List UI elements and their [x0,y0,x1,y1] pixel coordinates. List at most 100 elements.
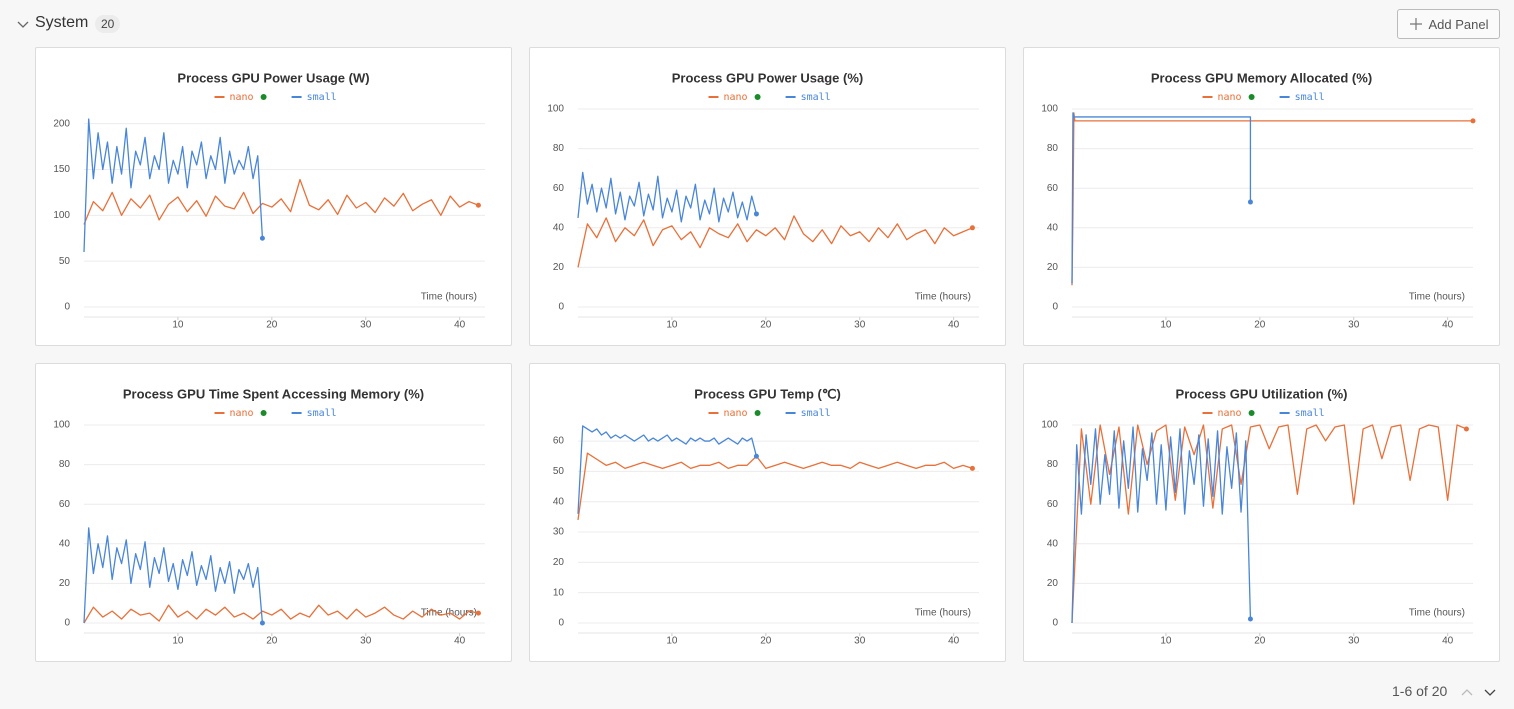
add-panel-button[interactable]: Add Panel [1397,9,1500,39]
y-tick-label: 40 [1047,222,1059,233]
series-end-dot [753,453,759,459]
chart: Process GPU Time Spent Accessing Memory … [53,386,485,647]
x-tick-label: 40 [1442,320,1454,331]
legend: nano small [214,408,337,419]
y-tick-label: 20 [59,578,71,589]
y-tick-label: 10 [553,587,565,598]
y-tick-label: 20 [1047,262,1059,273]
series-line [577,452,973,521]
y-tick-label: 40 [1047,538,1059,549]
section-count: 20 [95,15,121,33]
x-axis-label: Time (hours) [421,292,477,303]
y-tick-label: 20 [553,262,565,273]
x-axis-label: Time (hours) [1409,292,1465,303]
legend: nano small [1202,92,1325,103]
x-tick-label: 30 [1348,636,1360,647]
y-tick-label: 60 [553,436,565,447]
y-tick-label: 30 [553,527,565,538]
legend: nano small [1202,408,1325,419]
y-tick-label: 40 [59,538,71,549]
y-tick-label: 150 [53,164,70,175]
x-tick-label: 20 [266,320,278,331]
add-panel-label: Add Panel [1428,16,1489,32]
series-end-dot [1247,616,1253,622]
x-tick-label: 10 [1160,320,1172,331]
run-status [1248,94,1255,100]
legend-label: small [307,92,337,103]
y-tick-label: 60 [553,183,565,194]
y-tick-label: 0 [64,302,70,313]
legend-label: nano [724,408,748,419]
chart-panel: Process GPU Power Usage (W) 0 50 100 150 200 1… [35,47,512,346]
x-tick-label: 10 [1160,636,1172,647]
x-tick-label: 10 [172,320,184,331]
y-tick-label: 100 [1041,420,1058,431]
x-tick-label: 40 [454,320,466,331]
y-tick-label: 80 [553,143,565,154]
series-line [1071,424,1467,624]
chart-panel: Process GPU Temp (℃) 0 10 20 30 40 50 60 10 20 30 4… [529,363,1006,662]
legend: nano small [708,92,831,103]
y-tick-label: 40 [553,222,565,233]
run-status [260,410,267,416]
page-down[interactable] [1483,685,1497,699]
series-line [1071,112,1473,286]
chart: Process GPU Utilization (%) 0 20 40 60 80 100 1… [1041,386,1473,647]
y-tick-label: 20 [553,557,565,568]
series-line [577,171,758,223]
chart-panel: Process GPU Utilization (%) 0 20 40 60 80 100 1… [1023,363,1500,662]
x-tick-label: 20 [760,320,772,331]
chart: Process GPU Power Usage (W) 0 50 100 150 200 1… [53,70,485,331]
chart: Process GPU Power Usage (%) 0 20 40 60 80 100 1… [547,70,979,331]
series-end-dot [969,225,975,231]
x-axis-label: Time (hours) [915,292,971,303]
y-tick-label: 100 [547,104,564,115]
x-tick-label: 10 [172,636,184,647]
y-tick-label: 200 [53,118,70,129]
chart-title: Process GPU Utilization (%) [1176,386,1348,401]
y-tick-label: 0 [1052,618,1058,629]
chart-panel: Process GPU Memory Allocated (%) 0 20 40 60 8… [1023,47,1500,346]
x-tick-label: 10 [666,636,678,647]
legend-label: nano [724,92,748,103]
y-tick-label: 80 [1047,459,1059,470]
y-tick-label: 0 [1052,302,1058,313]
chart-title: Process GPU Time Spent Accessing Memory … [123,386,424,401]
x-tick-label: 20 [760,636,772,647]
y-tick-label: 100 [53,420,70,431]
y-tick-label: 20 [1047,578,1059,589]
plus-icon [1409,18,1422,30]
legend-label: small [307,408,337,419]
series-line [1071,112,1252,284]
legend: nano small [214,92,337,103]
legend-label: small [801,92,831,103]
legend-label: small [801,408,831,419]
series-line [83,178,479,225]
series-end-dot [753,211,759,217]
y-tick-label: 50 [59,256,71,267]
legend-label: nano [230,408,254,419]
x-tick-label: 40 [948,320,960,331]
series-line [577,425,758,514]
legend-label: nano [1218,92,1242,103]
y-tick-label: 0 [558,618,564,629]
section-title: System [35,14,89,31]
series-end-dot [259,620,265,626]
x-tick-label: 30 [854,320,866,331]
chart: Process GPU Memory Allocated (%) 0 20 40 60 8… [1041,70,1476,331]
collapse-chevron[interactable] [16,18,30,32]
y-tick-label: 60 [1047,499,1059,510]
x-tick-label: 30 [1348,320,1360,331]
y-tick-label: 80 [59,459,71,470]
x-tick-label: 30 [360,320,372,331]
x-tick-label: 10 [666,320,678,331]
chart-panel: Process GPU Power Usage (%) 0 20 40 60 80 100 1… [529,47,1006,346]
x-tick-label: 30 [360,636,372,647]
y-tick-label: 60 [59,499,71,510]
chart-title: Process GPU Power Usage (%) [672,70,863,85]
series-end-dot [475,202,481,208]
x-tick-label: 40 [948,636,960,647]
page-up[interactable] [1460,685,1474,699]
series-line [83,604,479,624]
y-tick-label: 80 [1047,143,1059,154]
